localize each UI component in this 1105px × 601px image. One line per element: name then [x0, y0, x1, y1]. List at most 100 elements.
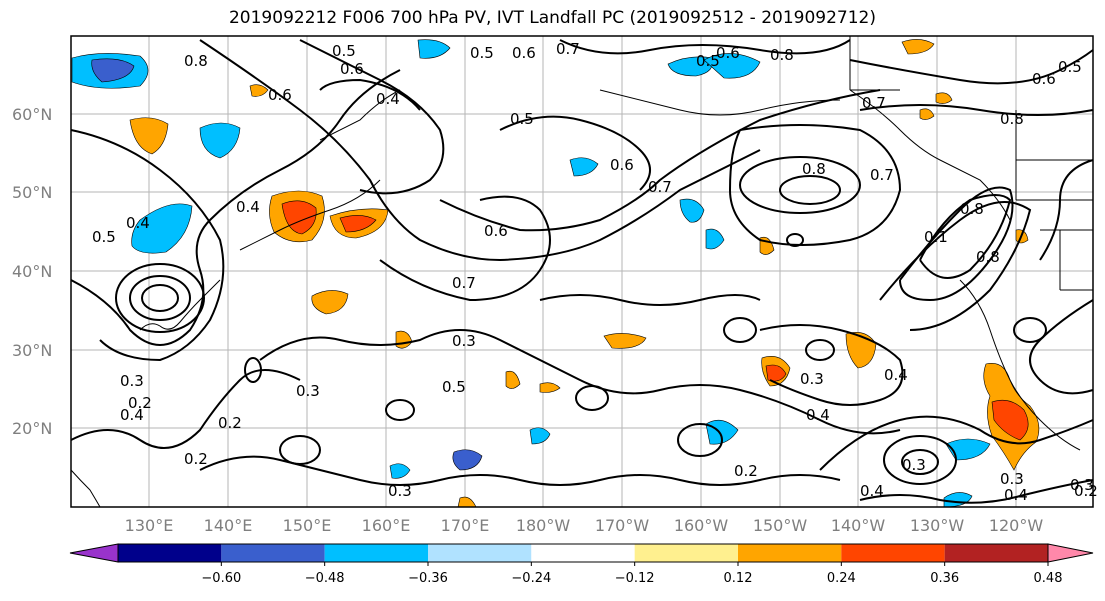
- contour-label: 0.5: [510, 110, 534, 128]
- contour-label: 0.6: [484, 222, 508, 240]
- positive-patch: [603, 333, 647, 349]
- contour-label: 0.4: [1004, 486, 1028, 504]
- positive-patch: [901, 39, 935, 55]
- colorbar-tick-label: 0.48: [1034, 571, 1063, 586]
- contour-label: 0.6: [268, 86, 292, 104]
- contour-label: 0.3: [902, 456, 926, 474]
- contour-label: 0.3: [120, 372, 144, 390]
- contour-label: 0.2: [734, 462, 758, 480]
- colorbar-segment: [738, 544, 842, 562]
- colorbar-segment: [841, 544, 945, 562]
- contour-label: 0.4: [120, 406, 144, 424]
- positive-patch: [249, 84, 269, 97]
- colorbar-tick-label: −0.60: [201, 571, 241, 586]
- negative-patch: [679, 198, 705, 223]
- lon-label: 150°W: [753, 516, 808, 535]
- pv-anomaly-fills: [71, 39, 1040, 508]
- colorbar-outline: [117, 543, 1049, 563]
- contour-label: 0.8: [770, 46, 794, 64]
- lon-label: 150°E: [283, 516, 332, 535]
- colorbar-segment: [531, 544, 635, 562]
- contour-label: 0.3: [1070, 476, 1094, 494]
- lat-label: 30°N: [12, 341, 52, 360]
- lat-label: 50°N: [12, 183, 52, 202]
- colorbar-segment: [944, 544, 1048, 562]
- negative-patch: [529, 427, 551, 445]
- lon-label: 170°E: [441, 516, 490, 535]
- lon-label: 130°W: [910, 516, 965, 535]
- positive-patch: [505, 370, 521, 389]
- colorbar-tick-label: −0.48: [305, 571, 345, 586]
- contour-label: 0.4: [806, 406, 830, 424]
- contour-label: 0.4: [376, 90, 400, 108]
- contour-label: 0.4: [860, 482, 884, 500]
- colorbar-segment: [118, 544, 222, 562]
- contour-label: 0.8: [976, 248, 1000, 266]
- negative-patch: [705, 228, 725, 250]
- contour-label: 0.5: [92, 228, 116, 246]
- latitude-labels: 60°N 50°N 40°N 30°N 20°N: [12, 105, 52, 438]
- negative-patch: [945, 438, 991, 461]
- positive-patch: [539, 382, 561, 393]
- contour-label: 0.3: [800, 370, 824, 388]
- colorbar-tick-label: 0.12: [724, 571, 753, 586]
- colorbar-tick-label: 0.24: [827, 571, 856, 586]
- negative-patch: [705, 419, 739, 445]
- contour-label: 0.8: [802, 160, 826, 178]
- colorbar-tick-label: −0.12: [615, 571, 655, 586]
- negative-patch: [569, 157, 599, 177]
- colorbar-tick-label: −0.36: [408, 571, 448, 586]
- contour-labels: 0.80.50.60.5 0.6 0.7 0.80.50.60.40.6 0.70.80…: [92, 40, 1098, 504]
- colorbar: [69, 543, 1094, 563]
- contour-label: 0.8: [1000, 110, 1024, 128]
- lon-label: 180°W: [516, 516, 571, 535]
- colorbar-segment: [428, 544, 532, 562]
- colorbar-segment: [221, 544, 325, 562]
- contour-label: 0.7: [870, 166, 894, 184]
- colorbar-segment: [634, 544, 738, 562]
- negative-patch: [417, 39, 451, 59]
- negative-patch: [389, 463, 411, 479]
- contour-label: 0.2: [218, 414, 242, 432]
- contour-label: 0.8: [184, 52, 208, 70]
- contour-label: 0.4: [884, 366, 908, 384]
- positive-patch: [919, 108, 935, 120]
- colorbar-tick-label: 0.36: [930, 571, 959, 586]
- contour-label: 0.6: [1032, 70, 1056, 88]
- pv-contours: [70, 39, 1094, 504]
- contour-label: 0.7: [862, 94, 886, 112]
- positive-patch: [845, 332, 877, 369]
- colorbar-extend-high: [1047, 543, 1094, 563]
- contour-label: 0.2: [184, 450, 208, 468]
- colorbar-ticks: −0.60 −0.48 −0.36 −0.24 −0.12 0.12 0.24 0.36 0.4…: [201, 562, 1063, 586]
- contour-label: 0.6: [610, 156, 634, 174]
- contour-label: 0.3: [388, 482, 412, 500]
- negative-patch: [703, 53, 761, 79]
- lon-label: 170°W: [595, 516, 650, 535]
- strong-negative-patch: [452, 449, 483, 471]
- longitude-labels: 130°E 140°E 150°E 160°E 170°E 180°W 170°…: [125, 516, 1044, 535]
- lon-label: 160°W: [674, 516, 729, 535]
- contour-label: 0.3: [296, 382, 320, 400]
- contour-label: 0.5: [470, 44, 494, 62]
- positive-patch: [311, 290, 349, 315]
- contour-label: 0.2: [128, 394, 152, 412]
- positive-patch: [129, 117, 169, 155]
- lon-label: 130°E: [125, 516, 174, 535]
- contour-label: 0.1: [924, 228, 948, 246]
- contour-label: 0.2: [1074, 482, 1098, 500]
- colorbar-segment: [324, 544, 428, 562]
- negative-patch: [131, 203, 193, 254]
- map-title: 2019092212 F006 700 hPa PV, IVT Landfall…: [228, 8, 876, 28]
- lon-label: 160°E: [362, 516, 411, 535]
- lat-label: 40°N: [12, 262, 52, 281]
- contour-label: 0.5: [442, 378, 466, 396]
- colorbar-extend-low: [69, 543, 119, 563]
- contour-label: 0.7: [556, 40, 580, 58]
- contour-label: 0.5: [1058, 58, 1082, 76]
- positive-patch: [935, 92, 953, 104]
- strong-positive-patch: [339, 215, 377, 233]
- contour-label: 0.7: [648, 178, 672, 196]
- contour-label: 0.8: [960, 200, 984, 218]
